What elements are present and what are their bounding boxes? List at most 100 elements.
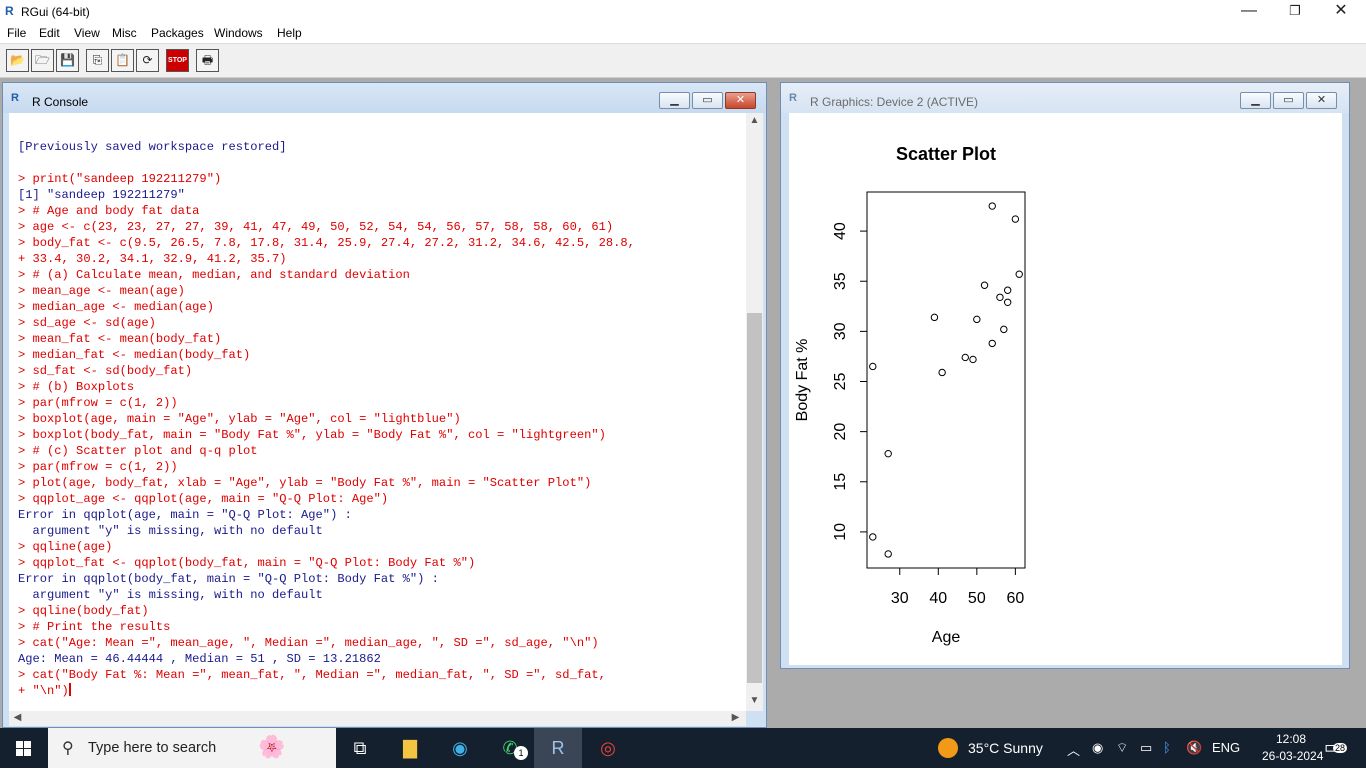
console-input-line: > age <- c(23, 23, 27, 27, 39, 41, 47, 4… [18,220,614,234]
rgui-taskbar-icon[interactable]: R [534,728,582,768]
console-input-line: > # Print the results [18,620,171,634]
console-output[interactable]: [Previously saved workspace restored] > … [9,113,763,711]
chart-title: Scatter Plot [896,144,996,164]
whatsapp-icon[interactable]: ✆ 1 [486,728,534,768]
menu-edit[interactable]: Edit [39,26,60,40]
r-graphics-window: R R Graphics: Device 2 (ACTIVE) ▁ ▭ ✕ Sc… [780,82,1350,669]
data-point [1000,325,1008,334]
y-tick-label: 25 [832,373,849,391]
data-point [961,353,969,362]
x-tick-label: 60 [1006,590,1024,607]
clock-date[interactable]: 26-03-2024 [1262,749,1324,763]
menu-help[interactable]: Help [277,26,302,40]
console-output-line: Error in qqplot(age, main = "Q-Q Plot: A… [18,508,352,522]
x-axis-label: Age [932,629,961,646]
restore-button[interactable]: ❐ [1289,3,1301,18]
scrollbar-thumb[interactable] [747,313,762,683]
console-input-line: + 33.4, 30.2, 34.1, 32.9, 41.2, 35.7) [18,252,287,266]
minimize-button[interactable]: — [1241,2,1257,19]
task-view-icon[interactable]: ⧉ [353,738,367,758]
console-title: R Console [32,95,89,109]
copy-icon[interactable]: ⎘ [86,49,109,72]
console-input-line: > par(mfrow = c(1, 2)) [18,396,178,410]
plot-frame [866,191,1026,569]
location-icon[interactable]: ◉ [1092,740,1104,755]
menu-windows[interactable]: Windows [214,26,263,40]
console-close-button[interactable]: ✕ [725,92,756,109]
y-tick-label: 40 [832,222,849,240]
stop-icon[interactable]: STOP [166,49,189,72]
data-point [1015,270,1023,278]
console-output-line [18,155,635,171]
graphics-title-bar: R R Graphics: Device 2 (ACTIVE) ▁ ▭ ✕ [781,83,1349,113]
graphics-canvas: Scatter Plot Age Body Fat % 30 40 50 60 10 15 20 2… [789,113,1342,665]
taskbar-search-box[interactable]: ⚲ Type here to search 🌸 [48,728,336,768]
console-horizontal-scrollbar[interactable]: ◀ ▶ [9,711,746,726]
y-axis-label: Body Fat % [794,339,811,422]
wifi-icon[interactable]: ⌔ [1116,740,1129,755]
console-input-line: > qqplot_age <- qqplot(age, main = "Q-Q … [18,492,389,506]
console-restore-button[interactable]: ▭ [692,92,723,109]
chrome-icon[interactable]: ◎ [600,738,616,758]
console-input-line: > boxplot(body_fat, main = "Body Fat %",… [18,428,606,442]
data-point [988,339,996,348]
open-script-icon[interactable]: 📂 [6,49,29,72]
data-point [996,293,1004,301]
close-button[interactable]: ✕ [1334,2,1348,19]
y-tick-label: 35 [832,272,849,290]
start-button[interactable] [0,728,48,768]
data-point [980,281,989,289]
window-title: RGui (64-bit) [21,5,90,19]
menu-misc[interactable]: Misc [112,26,137,40]
console-lines: [Previously saved workspace restored] > … [18,139,635,699]
show-hidden-icons-icon[interactable]: ︿ [1067,743,1081,758]
print-icon[interactable]: 🖶 [196,49,219,72]
graphics-restore-button[interactable]: ▭ [1273,92,1304,109]
menu-file[interactable]: File [7,26,27,40]
y-tick-label: 15 [832,473,849,491]
weather-text[interactable]: 35°C Sunny [968,740,1043,756]
battery-icon[interactable]: ▭ [1140,740,1153,755]
console-output-line: Error in qqplot(body_fat, main = "Q-Q Pl… [18,572,439,586]
data-point [869,362,877,371]
menu-packages[interactable]: Packages [151,26,204,40]
title-bar: R RGui (64-bit) — ❐ ✕ [0,0,1366,23]
load-workspace-icon[interactable]: 🗁 [31,49,54,72]
scroll-left-icon[interactable]: ◀ [13,712,22,723]
scroll-up-icon[interactable]: ▲ [749,115,760,126]
menu-view[interactable]: View [74,26,100,40]
text-cursor [68,683,71,696]
console-input-line: > body_fat <- c(9.5, 26.5, 7.8, 17.8, 31… [18,236,635,250]
console-output-line: [Previously saved workspace restored] [18,140,287,154]
console-input-line: > cat("Body Fat %: Mean =", mean_fat, ",… [18,668,606,682]
scroll-down-icon[interactable]: ▼ [749,695,760,706]
console-input-line: > # Age and body fat data [18,204,200,218]
graphics-minimize-button[interactable]: ▁ [1240,92,1271,109]
y-tick-label: 30 [832,322,849,340]
volume-muted-icon[interactable]: 🔇 [1186,740,1203,755]
taskbar: ⚲ Type here to search 🌸 ⧉ ▇ ◉ ✆ 1 R ◎ 35… [0,728,1366,768]
file-explorer-icon[interactable]: ▇ [403,738,417,758]
console-vertical-scrollbar[interactable]: ▲ ▼ [746,113,763,711]
console-output-line: argument "y" is missing, with no default [18,524,323,538]
console-input-line: > median_fat <- median(body_fat) [18,348,251,362]
graphics-close-button[interactable]: ✕ [1306,92,1337,109]
scroll-right-icon[interactable]: ▶ [731,712,740,723]
console-input-line: > cat("Age: Mean =", mean_age, ", Median… [18,636,599,650]
bluetooth-icon[interactable]: ᛒ [1163,740,1171,755]
console-input-line: > # (a) Calculate mean, median, and stan… [18,268,410,282]
refresh-icon[interactable]: ⟳ [136,49,159,72]
paste-icon[interactable]: 📋 [111,49,134,72]
search-icon: ⚲ [62,740,74,757]
console-minimize-button[interactable]: ▁ [659,92,690,109]
console-input-line: > mean_fat <- mean(body_fat) [18,332,222,346]
weather-sun-icon[interactable] [938,738,958,758]
language-indicator[interactable]: ENG [1212,740,1241,755]
clock-time[interactable]: 12:08 [1276,732,1307,746]
r-logo-icon: R [5,4,14,18]
r-logo-icon: R [11,92,19,104]
console-input-line: > qqplot_fat <- qqplot(body_fat, main = … [18,556,476,570]
save-icon[interactable]: 💾 [56,49,79,72]
edge-icon[interactable]: ◉ [452,738,468,758]
console-input-line: > qqline(age) [18,540,113,554]
